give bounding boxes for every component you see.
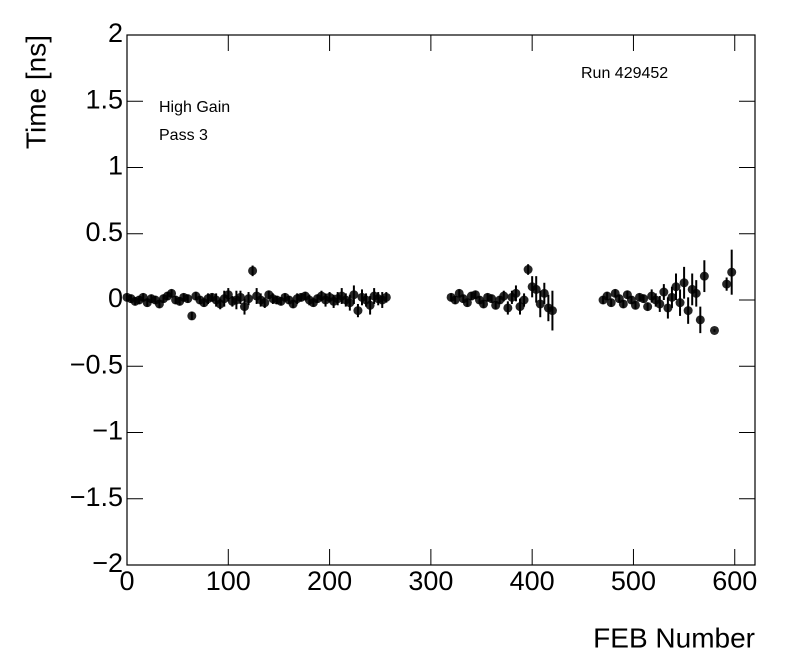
data-point [606,298,616,308]
data-point [462,298,472,308]
data-point [349,290,359,300]
data-point [223,290,233,300]
data-point [519,295,529,305]
data-point [345,298,355,308]
data-point [187,311,197,321]
data-point [183,294,193,304]
x-tick-label: 400 [510,566,555,596]
y-tick-label: 2 [108,18,123,48]
y-tick-label: 1.5 [85,84,123,114]
data-point [248,266,258,276]
data-point [450,295,460,305]
data-point [655,299,665,309]
data-point [643,302,653,312]
y-tick-label: 1 [108,151,123,181]
data-point [523,265,533,275]
data-point [659,287,669,297]
data-point [239,302,249,312]
annotation: Pass 3 [159,127,208,144]
x-tick-label: 600 [712,566,757,596]
data-point [547,306,557,316]
data-point [630,300,640,310]
y-tick-label: −0.5 [70,349,123,379]
annotation: Run 429452 [581,65,668,82]
data-point [244,294,254,304]
data-point [667,292,677,302]
data-point [709,325,719,335]
data-point [365,300,375,310]
x-tick-label: 500 [611,566,656,596]
data-point [722,279,732,289]
data-point [727,267,737,277]
data-point [671,282,681,292]
data-point [511,288,521,298]
y-axis-title: Time [ns] [20,35,51,149]
data-point [487,294,497,304]
data-point [675,298,685,308]
data-point [499,291,509,301]
y-tick-label: −2 [92,548,123,578]
y-tick-label: −1 [92,416,123,446]
data-point [353,306,363,316]
data-point [260,298,270,308]
data-point [381,292,391,302]
x-tick-label: 0 [119,566,134,596]
data-point [235,292,245,302]
y-tick-label: −1.5 [70,482,123,512]
data-point [539,288,549,298]
data-point [683,306,693,316]
x-tick-label: 200 [307,566,352,596]
data-point [503,303,513,313]
data-point [618,299,628,309]
y-tick-label: 0 [108,283,123,313]
data-point [479,299,489,309]
y-tick-label: 0.5 [85,217,123,247]
data-point [663,303,673,313]
data-point [531,284,541,294]
x-tick-label: 300 [408,566,453,596]
data-point [699,271,709,281]
data-point [515,302,525,312]
data-point [535,299,545,309]
data-point [679,278,689,288]
data-point [691,288,701,298]
data-point [602,291,612,301]
x-axis-title: FEB Number [593,622,755,653]
annotation: High Gain [159,99,230,116]
data-point [167,288,177,298]
data-point [639,294,649,304]
x-tick-label: 100 [206,566,251,596]
data-point [695,315,705,325]
